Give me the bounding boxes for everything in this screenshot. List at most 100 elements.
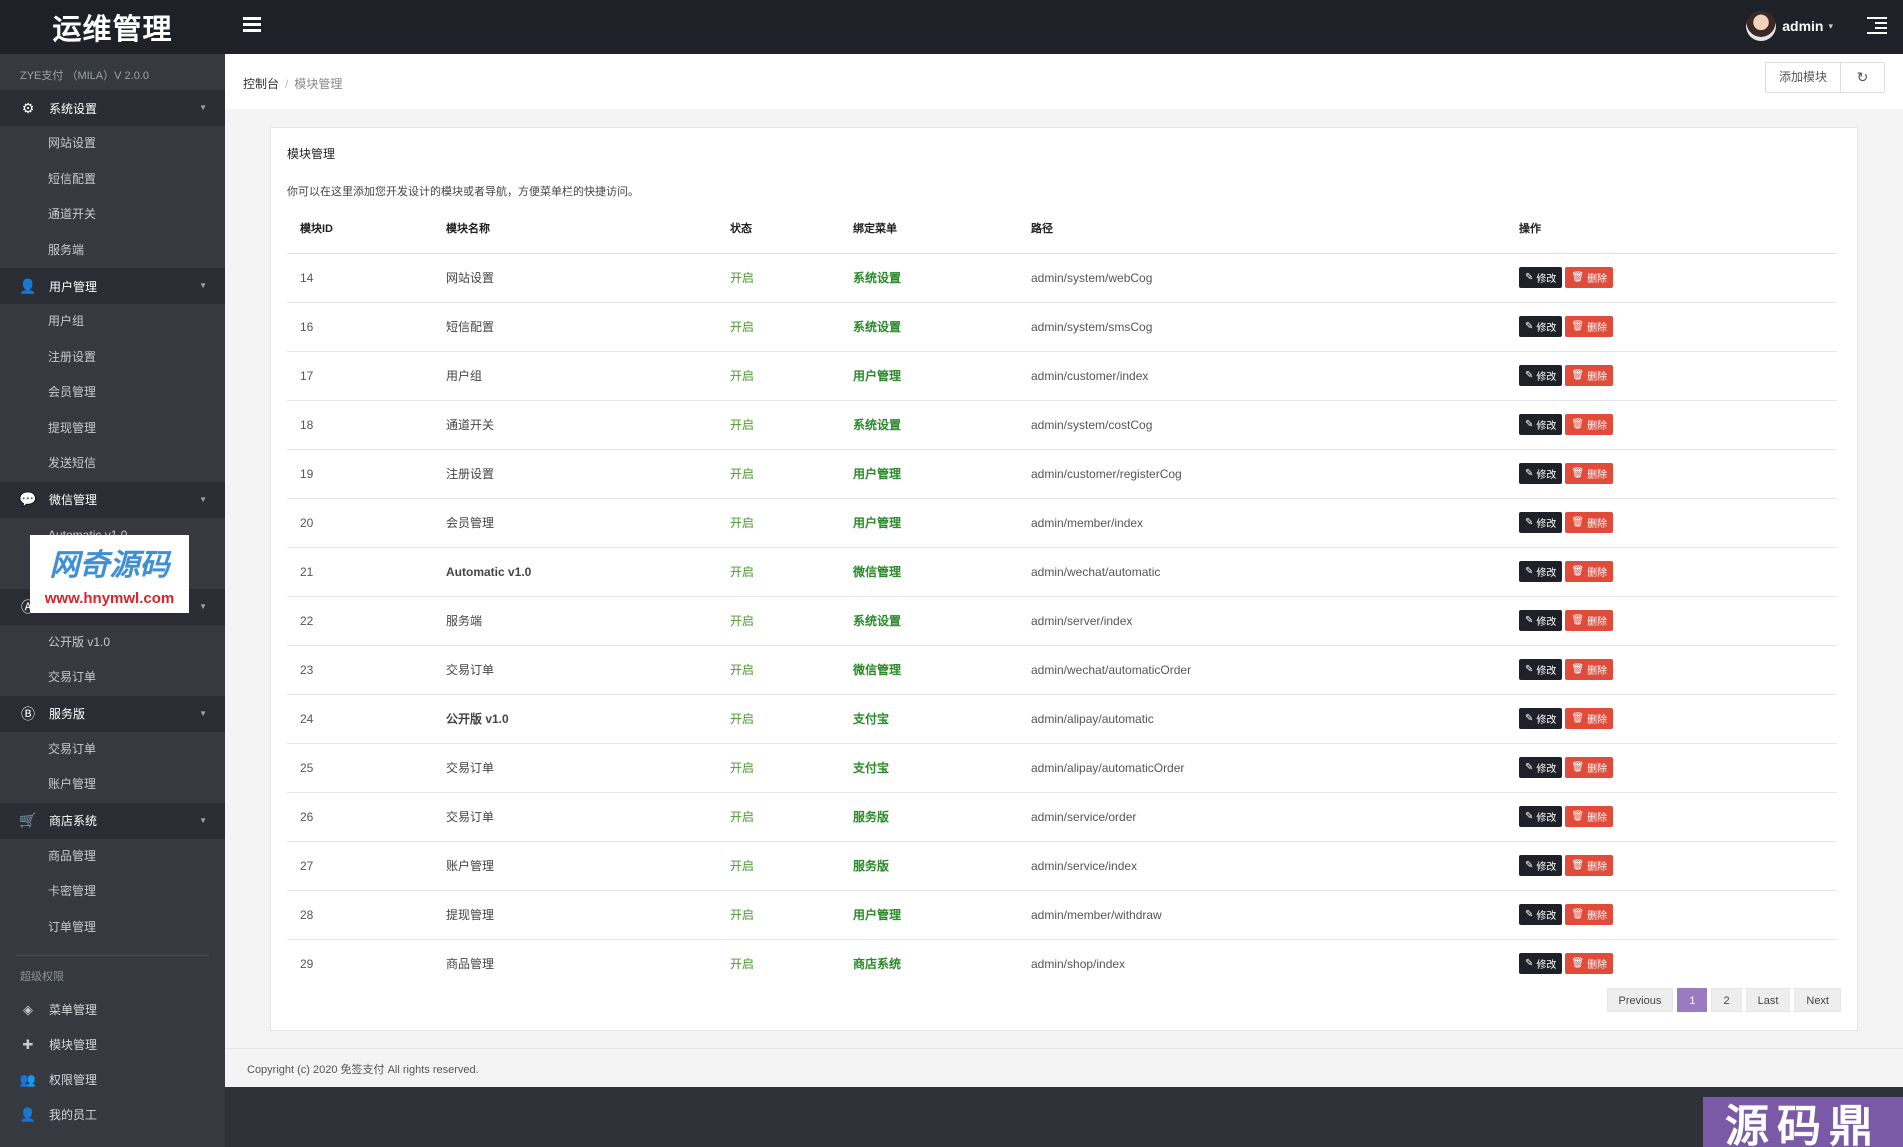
cart-icon: 🛒 — [19, 812, 37, 828]
sidebar-super-item[interactable]: 👤 我的员工 — [0, 1097, 225, 1132]
sidebar-toggle-icon[interactable] — [243, 17, 261, 35]
add-module-button[interactable]: 添加模块 — [1778, 70, 1827, 84]
sidebar-group-4[interactable]: Ⓑ 服务版 ▼ — [0, 695, 225, 732]
edit-button[interactable]: ✎ 修改 — [1519, 414, 1563, 435]
module-name: 会员管理 — [433, 498, 717, 548]
row-actions: ✎ 修改 🗑 删除 — [1506, 498, 1837, 548]
module-menu: 用户管理 — [840, 351, 1018, 401]
menu-icon[interactable] — [1867, 17, 1887, 35]
edit-button[interactable]: ✎ 修改 — [1519, 316, 1563, 337]
sidebar-item[interactable]: 用户组 — [48, 314, 85, 328]
chevron-down-icon: ▼ — [199, 494, 207, 504]
sidebar-super-item[interactable]: ✚ 模块管理 — [0, 1027, 225, 1062]
row-actions: ✎ 修改 🗑 删除 — [1506, 743, 1837, 793]
pagination-last[interactable]: Last — [1745, 988, 1791, 1012]
sidebar-item[interactable]: 通道开关 — [48, 207, 97, 221]
delete-button[interactable]: 🗑 删除 — [1565, 806, 1614, 827]
module-id: 26 — [287, 792, 433, 842]
refresh-icon[interactable]: ↻ — [1840, 63, 1884, 92]
delete-button[interactable]: 🗑 删除 — [1565, 708, 1614, 729]
sidebar-item[interactable]: 注册设置 — [48, 349, 97, 364]
pagination-page-2[interactable]: 2 — [1711, 988, 1742, 1012]
edit-button[interactable]: ✎ 修改 — [1519, 512, 1563, 533]
delete-button[interactable]: 🗑 删除 — [1565, 414, 1614, 435]
delete-button[interactable]: 🗑 删除 — [1565, 561, 1614, 582]
module-status: 开启 — [717, 498, 840, 548]
delete-button[interactable]: 🗑 删除 — [1565, 316, 1614, 337]
delete-button[interactable]: 🗑 删除 — [1565, 904, 1614, 925]
sidebar-item[interactable]: 交易订单 — [48, 670, 97, 684]
table-row: 18 通道开关 开启 系统设置 admin/system/costCog ✎ 修改 🗑 删除 — [287, 400, 1837, 450]
delete-button[interactable]: 🗑 删除 — [1565, 855, 1614, 876]
edit-button[interactable]: ✎ 修改 — [1519, 659, 1563, 680]
delete-button[interactable]: 🗑 删除 — [1565, 365, 1614, 386]
breadcrumb-home[interactable]: 控制台 — [243, 77, 280, 91]
sidebar-item[interactable]: 会员管理 — [48, 385, 97, 399]
edit-button[interactable]: ✎ 修改 — [1519, 463, 1563, 484]
sidebar-item[interactable]: 服务端 — [48, 242, 85, 257]
sidebar-item[interactable]: 提现管理 — [48, 420, 97, 435]
edit-button[interactable]: ✎ 修改 — [1519, 806, 1563, 827]
module-name: 公开版 v1.0 — [433, 694, 717, 744]
module-status: 开启 — [717, 694, 840, 744]
breadcrumb-current: 模块管理 — [294, 77, 343, 91]
module-path: admin/system/smsCog — [1018, 302, 1506, 352]
sidebar-nav: ⚙ 系统设置 ▼ 网站设置短信配置通道开关服务端 👤 用户管理 ▼ 用户组注册设置会员管理提现… — [0, 90, 225, 945]
sidebar-item[interactable]: 发送短信 — [48, 456, 97, 470]
pagination-previous[interactable]: Previous — [1606, 988, 1674, 1012]
delete-button[interactable]: 🗑 删除 — [1565, 659, 1614, 680]
module-menu: 系统设置 — [840, 302, 1018, 352]
edit-button[interactable]: ✎ 修改 — [1519, 953, 1563, 975]
module-name: 交易订单 — [433, 645, 717, 695]
sidebar-group-0[interactable]: ⚙ 系统设置 ▼ — [0, 90, 225, 126]
sidebar-item[interactable]: 订单管理 — [48, 919, 97, 934]
edit-button[interactable]: ✎ 修改 — [1519, 855, 1563, 876]
pagination-page-1[interactable]: 1 — [1677, 988, 1708, 1012]
edit-label: 修改 — [1536, 862, 1557, 873]
delete-button[interactable]: 🗑 删除 — [1565, 267, 1614, 288]
module-menu: 支付宝 — [840, 694, 1018, 744]
sidebar-super-item[interactable]: 👥 权限管理 — [0, 1062, 225, 1097]
row-actions: ✎ 修改 🗑 删除 — [1506, 302, 1837, 352]
module-status: 开启 — [717, 743, 840, 793]
sidebar-super-item[interactable]: ◈ 菜单管理 — [0, 992, 225, 1027]
panel-description: 你可以在这里添加您开发设计的模块或者导航，方便菜单栏的快捷访问。 — [287, 186, 639, 198]
module-path: admin/alipay/automatic — [1018, 694, 1506, 744]
edit-button[interactable]: ✎ 修改 — [1519, 904, 1563, 925]
edit-button[interactable]: ✎ 修改 — [1519, 757, 1563, 778]
edit-icon: ✎ — [1525, 615, 1534, 626]
delete-button[interactable]: 🗑 删除 — [1565, 463, 1614, 484]
sidebar-item[interactable]: 公开版 v1.0 — [48, 634, 111, 649]
delete-button[interactable]: 🗑 删除 — [1565, 512, 1614, 533]
sidebar-item[interactable]: 网站设置 — [48, 136, 97, 150]
sidebar-item[interactable]: 卡密管理 — [48, 884, 97, 898]
module-menu: 微信管理 — [840, 645, 1018, 695]
sidebar-item[interactable]: 短信配置 — [48, 171, 97, 186]
delete-button[interactable]: 🗑 删除 — [1565, 953, 1614, 975]
edit-button[interactable]: ✎ 修改 — [1519, 708, 1563, 729]
edit-button[interactable]: ✎ 修改 — [1519, 561, 1563, 582]
sidebar-group-label: 商店系统 — [49, 814, 98, 828]
sidebar-group-1[interactable]: 👤 用户管理 ▼ — [0, 268, 225, 304]
staff-icon: 👤 — [19, 1106, 37, 1122]
sidebar-group-5[interactable]: 🛒 商店系统 ▼ — [0, 802, 225, 839]
sidebar-item[interactable]: 交易订单 — [48, 741, 97, 756]
sidebar-item[interactable]: 账户管理 — [48, 777, 97, 791]
row-actions: ✎ 修改 🗑 删除 — [1506, 939, 1837, 988]
edit-button[interactable]: ✎ 修改 — [1519, 365, 1563, 386]
module-status: 开启 — [717, 302, 840, 352]
edit-button[interactable]: ✎ 修改 — [1519, 610, 1563, 631]
edit-button[interactable]: ✎ 修改 — [1519, 267, 1563, 288]
edit-label: 修改 — [1536, 323, 1557, 334]
delete-button[interactable]: 🗑 删除 — [1565, 757, 1614, 778]
user-menu[interactable]: admin ▾ — [1746, 10, 1833, 42]
module-menu: 微信管理 — [840, 547, 1018, 597]
sidebar-item[interactable]: 商品管理 — [48, 848, 97, 863]
pagination-next[interactable]: Next — [1794, 988, 1841, 1012]
trash-icon: 🗑 — [1571, 909, 1585, 920]
sidebar-group-2[interactable]: 💬 微信管理 ▼ — [0, 481, 225, 518]
delete-button[interactable]: 🗑 删除 — [1565, 610, 1614, 631]
module-status: 开启 — [717, 645, 840, 695]
table-row: 23 交易订单 开启 微信管理 admin/wechat/automaticOrder ✎… — [287, 645, 1837, 695]
app-brand[interactable]: 运维管理 — [52, 14, 173, 46]
